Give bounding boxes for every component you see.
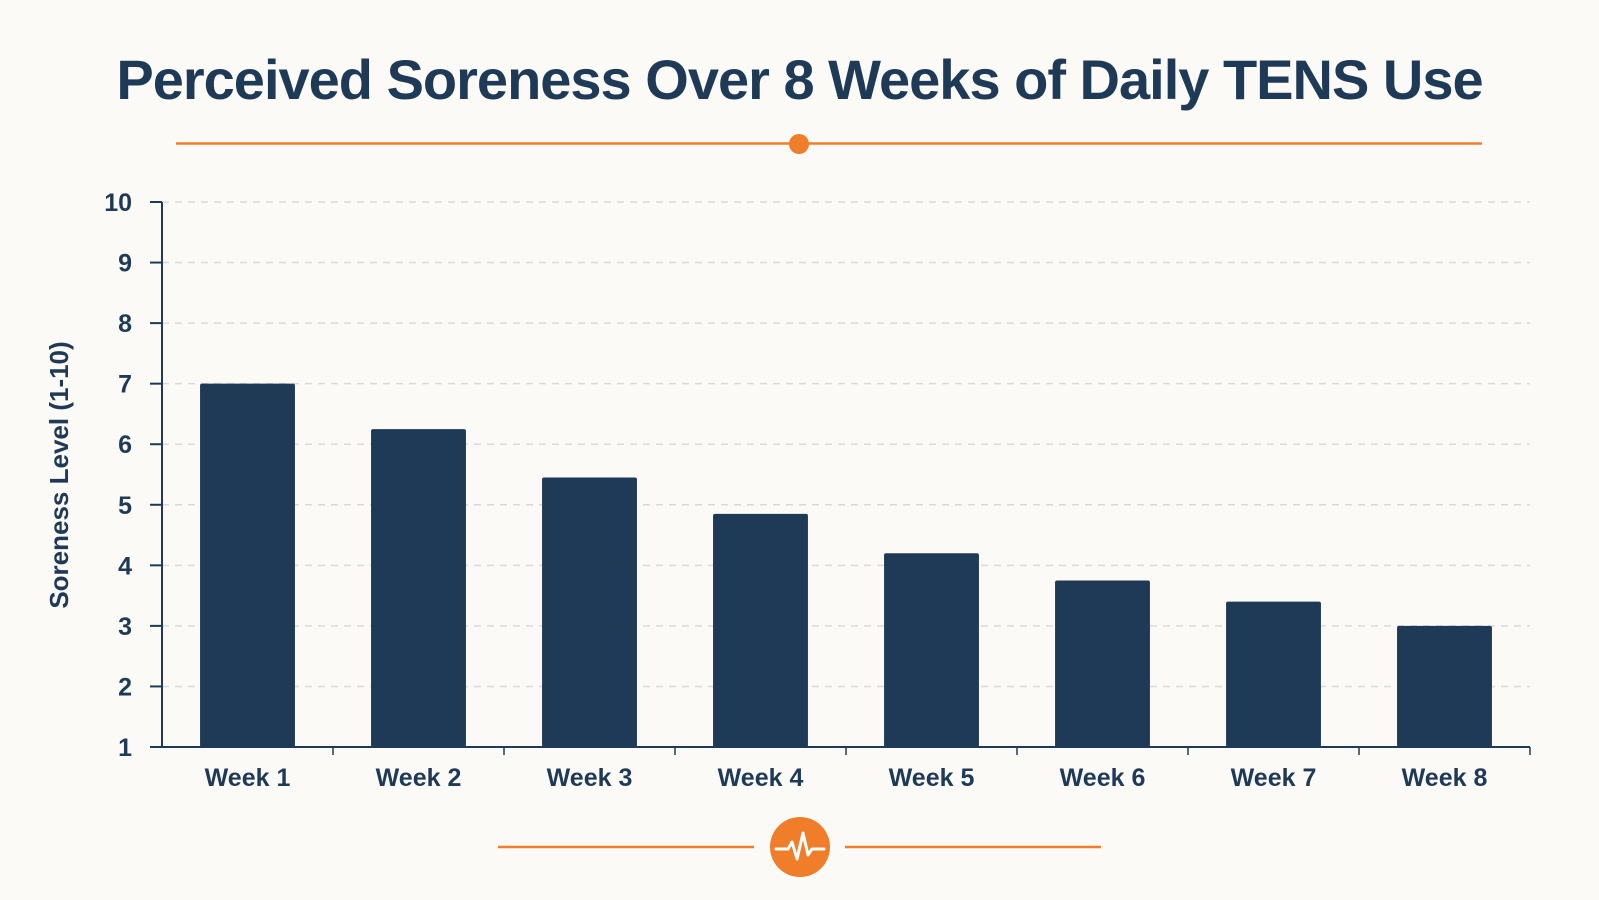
- x-tick-label: Week 8: [1402, 764, 1488, 792]
- bar-week-6: [1055, 580, 1150, 747]
- y-axis-label: Soreness Level (1-10): [44, 341, 74, 608]
- x-tick-label: Week 5: [889, 764, 975, 792]
- x-tick-label: Week 3: [547, 764, 633, 792]
- bars: [200, 383, 1492, 747]
- bar-week-3: [542, 477, 637, 747]
- y-tick-label: 1: [118, 734, 132, 762]
- y-tick-label: 6: [118, 431, 132, 459]
- y-tick-labels: 1 2 3 4 5 6 7 8 9 10: [104, 189, 132, 762]
- bottom-divider: [498, 817, 1101, 877]
- y-tick-label: 10: [104, 189, 132, 217]
- y-tick-label: 2: [118, 673, 132, 701]
- y-tick-label: 7: [118, 371, 132, 399]
- gridlines: [162, 201, 1530, 688]
- x-tick-labels: Week 1 Week 2 Week 3 Week 4 Week 5 Week 6 Week…: [205, 764, 1488, 792]
- chart-title: Perceived Soreness Over 8 Weeks of Daily…: [116, 48, 1483, 111]
- y-tick-label: 5: [118, 492, 132, 520]
- bar-week-5: [884, 553, 979, 747]
- bar-week-2: [371, 429, 466, 747]
- bar-week-1: [200, 383, 295, 747]
- y-tick-label: 4: [118, 552, 132, 580]
- title-divider-dot: [789, 134, 809, 154]
- x-tick-label: Week 4: [718, 764, 804, 792]
- heartbeat-icon: [770, 817, 830, 877]
- bar-week-7: [1226, 601, 1321, 747]
- x-tick-label: Week 7: [1231, 764, 1317, 792]
- x-tick-label: Week 2: [376, 764, 462, 792]
- y-tick-label: 8: [118, 310, 132, 338]
- y-tick-label: 3: [118, 613, 132, 641]
- x-tick-label: Week 6: [1060, 764, 1146, 792]
- y-tick-label: 9: [118, 250, 132, 278]
- bar-week-4: [713, 513, 808, 747]
- bar-week-8: [1397, 625, 1492, 747]
- title-divider: [176, 134, 1482, 154]
- axes: [150, 201, 1531, 755]
- x-tick-label: Week 1: [205, 764, 291, 792]
